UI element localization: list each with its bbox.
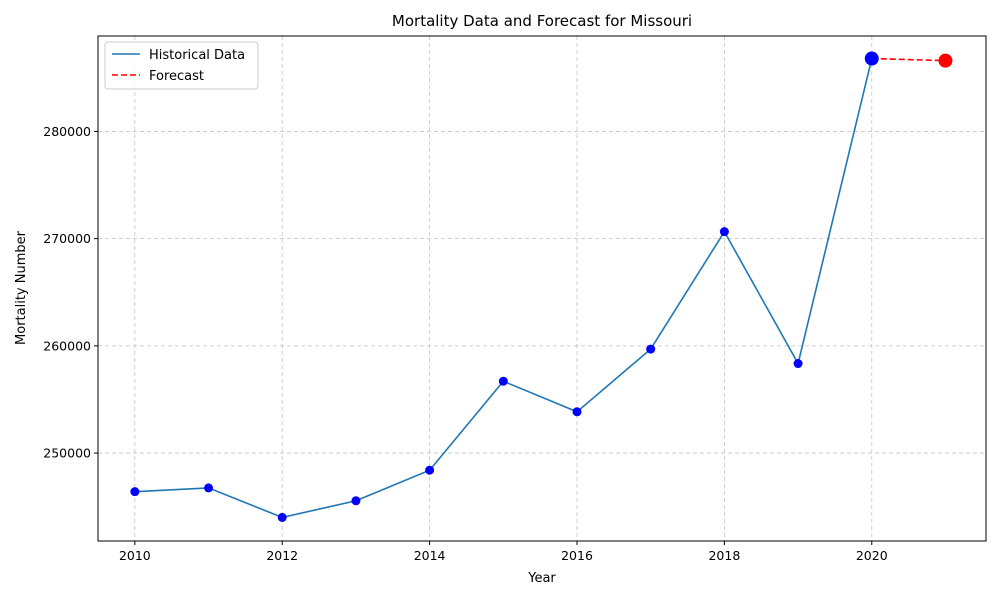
historical-point: [793, 359, 803, 369]
x-tick-label: 2020: [856, 548, 888, 563]
axis-ticks: 2010 2012 2014 2016 2018 2020 250000 260000 2700…: [43, 124, 887, 563]
x-tick-label: 2014: [414, 548, 446, 563]
historical-point: [277, 512, 287, 522]
historical-point: [351, 496, 361, 506]
legend-box: [104, 41, 259, 90]
grid: [98, 36, 986, 541]
y-tick-label: 250000: [43, 446, 91, 461]
historical-point: [572, 407, 582, 417]
y-tick-label: 270000: [43, 231, 91, 246]
last-historical-point: [864, 51, 879, 66]
legend-label-historical: Historical Data: [149, 48, 245, 63]
historical-point: [498, 376, 508, 386]
x-tick-label: 2016: [561, 548, 593, 563]
x-tick-label: 2018: [708, 548, 740, 563]
historical-point: [130, 487, 140, 497]
series-layer: [130, 51, 953, 522]
y-tick-label: 280000: [43, 124, 91, 139]
legend-label-forecast: Forecast: [149, 69, 204, 84]
legend: Historical Data Forecast: [104, 41, 259, 90]
y-axis-title: Mortality Number: [14, 230, 29, 345]
historical-point: [719, 227, 729, 237]
x-axis-title: Year: [527, 571, 556, 586]
x-tick-label: 2012: [266, 548, 298, 563]
historical-point: [204, 483, 214, 493]
plot-frame: [97, 35, 987, 542]
forecast-line: [871, 57, 946, 62]
y-tick-label: 260000: [43, 338, 91, 353]
historical-point: [646, 344, 656, 354]
x-tick-label: 2010: [119, 548, 151, 563]
chart-title: Mortality Data and Forecast for Missouri: [392, 12, 692, 30]
forecast-point: [938, 53, 953, 68]
historical-point: [425, 465, 435, 475]
